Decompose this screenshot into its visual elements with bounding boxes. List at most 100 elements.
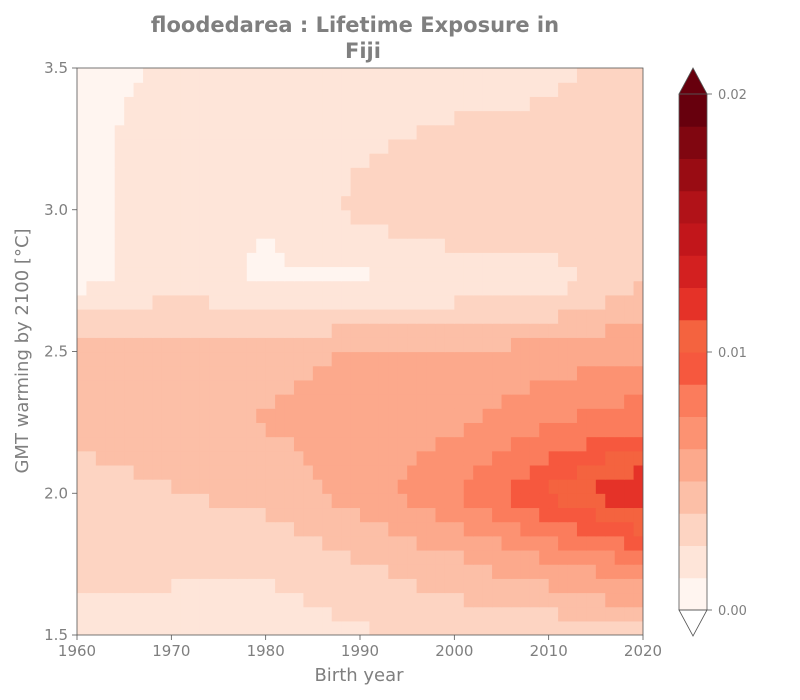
x-tick-label: 2020 bbox=[624, 642, 662, 660]
heatmap-cell bbox=[143, 323, 154, 338]
heatmap-cell bbox=[576, 294, 587, 310]
heatmap-cell bbox=[143, 507, 154, 523]
heatmap-cell bbox=[256, 549, 267, 565]
heatmap-cell bbox=[114, 308, 125, 324]
heatmap-cell bbox=[133, 238, 144, 253]
heatmap-cell bbox=[322, 351, 333, 367]
heatmap-cell bbox=[322, 96, 333, 112]
heatmap-cell bbox=[303, 124, 314, 140]
heatmap-cell bbox=[624, 96, 635, 112]
heatmap-cell bbox=[416, 549, 427, 565]
heatmap-cell bbox=[548, 549, 559, 565]
heatmap-cell bbox=[341, 223, 352, 239]
heatmap-cell bbox=[586, 549, 597, 565]
heatmap-cell bbox=[426, 82, 437, 97]
heatmap-cell bbox=[444, 493, 455, 509]
heatmap-cell bbox=[105, 238, 116, 253]
heatmap-cell bbox=[388, 294, 399, 310]
heatmap-cell bbox=[322, 110, 333, 126]
heatmap-cell bbox=[114, 138, 125, 154]
heatmap-cell bbox=[171, 521, 182, 537]
heatmap-cell bbox=[624, 578, 635, 594]
heatmap-cell bbox=[133, 68, 144, 83]
heatmap-cell bbox=[227, 68, 238, 83]
heatmap-cell bbox=[605, 238, 616, 253]
heatmap-cell bbox=[133, 82, 144, 97]
heatmap-cell bbox=[322, 535, 333, 551]
heatmap-cell bbox=[95, 181, 106, 197]
heatmap-cell bbox=[633, 464, 643, 480]
heatmap-cell bbox=[426, 138, 437, 154]
heatmap-cell bbox=[388, 195, 399, 211]
heatmap-cell bbox=[576, 507, 587, 523]
heatmap-cell bbox=[237, 592, 248, 608]
heatmap-cell bbox=[492, 181, 503, 197]
heatmap-cell bbox=[435, 450, 446, 466]
heatmap-cell bbox=[256, 153, 267, 168]
heatmap-cell bbox=[407, 365, 418, 381]
heatmap-cell bbox=[237, 96, 248, 112]
heatmap-cell bbox=[95, 138, 106, 154]
heatmap-cell bbox=[595, 507, 606, 523]
heatmap-cell bbox=[350, 153, 361, 168]
heatmap-cell bbox=[256, 422, 267, 438]
heatmap-cell bbox=[275, 124, 286, 140]
heatmap-cell bbox=[86, 450, 97, 466]
heatmap-cell bbox=[341, 308, 352, 324]
heatmap-cell bbox=[529, 450, 540, 466]
heatmap-cell bbox=[95, 479, 106, 494]
heatmap-cell bbox=[95, 68, 106, 83]
heatmap-cell bbox=[416, 493, 427, 509]
heatmap-cell bbox=[567, 294, 578, 310]
heatmap-cell bbox=[209, 521, 220, 537]
heatmap-cell bbox=[369, 153, 380, 168]
heatmap-cell bbox=[350, 252, 361, 268]
heatmap-cell bbox=[624, 280, 635, 296]
heatmap-cell bbox=[95, 351, 106, 367]
heatmap-cell bbox=[256, 195, 267, 211]
heatmap-cell bbox=[265, 549, 276, 565]
heatmap-cell bbox=[77, 408, 88, 423]
heatmap-cell bbox=[444, 436, 455, 452]
heatmap-cell bbox=[576, 337, 587, 353]
heatmap-cell bbox=[388, 394, 399, 409]
heatmap-cell bbox=[152, 521, 163, 537]
heatmap-cell bbox=[246, 422, 257, 438]
heatmap-cell bbox=[152, 422, 163, 438]
heatmap-cell bbox=[114, 422, 125, 438]
heatmap-cell bbox=[152, 238, 163, 253]
heatmap-cell bbox=[171, 82, 182, 97]
heatmap-cell bbox=[161, 379, 172, 395]
heatmap-cell bbox=[312, 436, 323, 452]
heatmap-cell bbox=[548, 351, 559, 367]
heatmap-cell bbox=[265, 68, 276, 83]
heatmap-cell bbox=[284, 436, 295, 452]
heatmap-cell bbox=[388, 564, 399, 579]
heatmap-cell bbox=[293, 223, 304, 239]
heatmap-cell bbox=[246, 592, 257, 608]
heatmap-cell bbox=[284, 479, 295, 494]
heatmap-cell bbox=[275, 323, 286, 338]
heatmap-cell bbox=[350, 167, 361, 182]
heatmap-cell bbox=[426, 450, 437, 466]
heatmap-cell bbox=[482, 351, 493, 367]
heatmap-cell bbox=[152, 450, 163, 466]
heatmap-cell bbox=[171, 351, 182, 367]
heatmap-cell bbox=[171, 422, 182, 438]
heatmap-cell bbox=[510, 138, 521, 154]
heatmap-cell bbox=[435, 394, 446, 409]
heatmap-cell bbox=[331, 68, 342, 83]
heatmap-cell bbox=[77, 479, 88, 494]
heatmap-cell bbox=[378, 379, 389, 395]
heatmap-cell bbox=[576, 110, 587, 126]
heatmap-cell bbox=[624, 223, 635, 239]
heatmap-cell bbox=[350, 521, 361, 537]
heatmap-cell bbox=[350, 379, 361, 395]
heatmap-cell bbox=[463, 436, 474, 452]
heatmap-cell bbox=[105, 223, 116, 239]
heatmap-cell bbox=[209, 535, 220, 551]
heatmap-cell bbox=[482, 238, 493, 253]
heatmap-cell bbox=[180, 564, 191, 579]
heatmap-cell bbox=[576, 96, 587, 112]
heatmap-cell bbox=[567, 68, 578, 83]
